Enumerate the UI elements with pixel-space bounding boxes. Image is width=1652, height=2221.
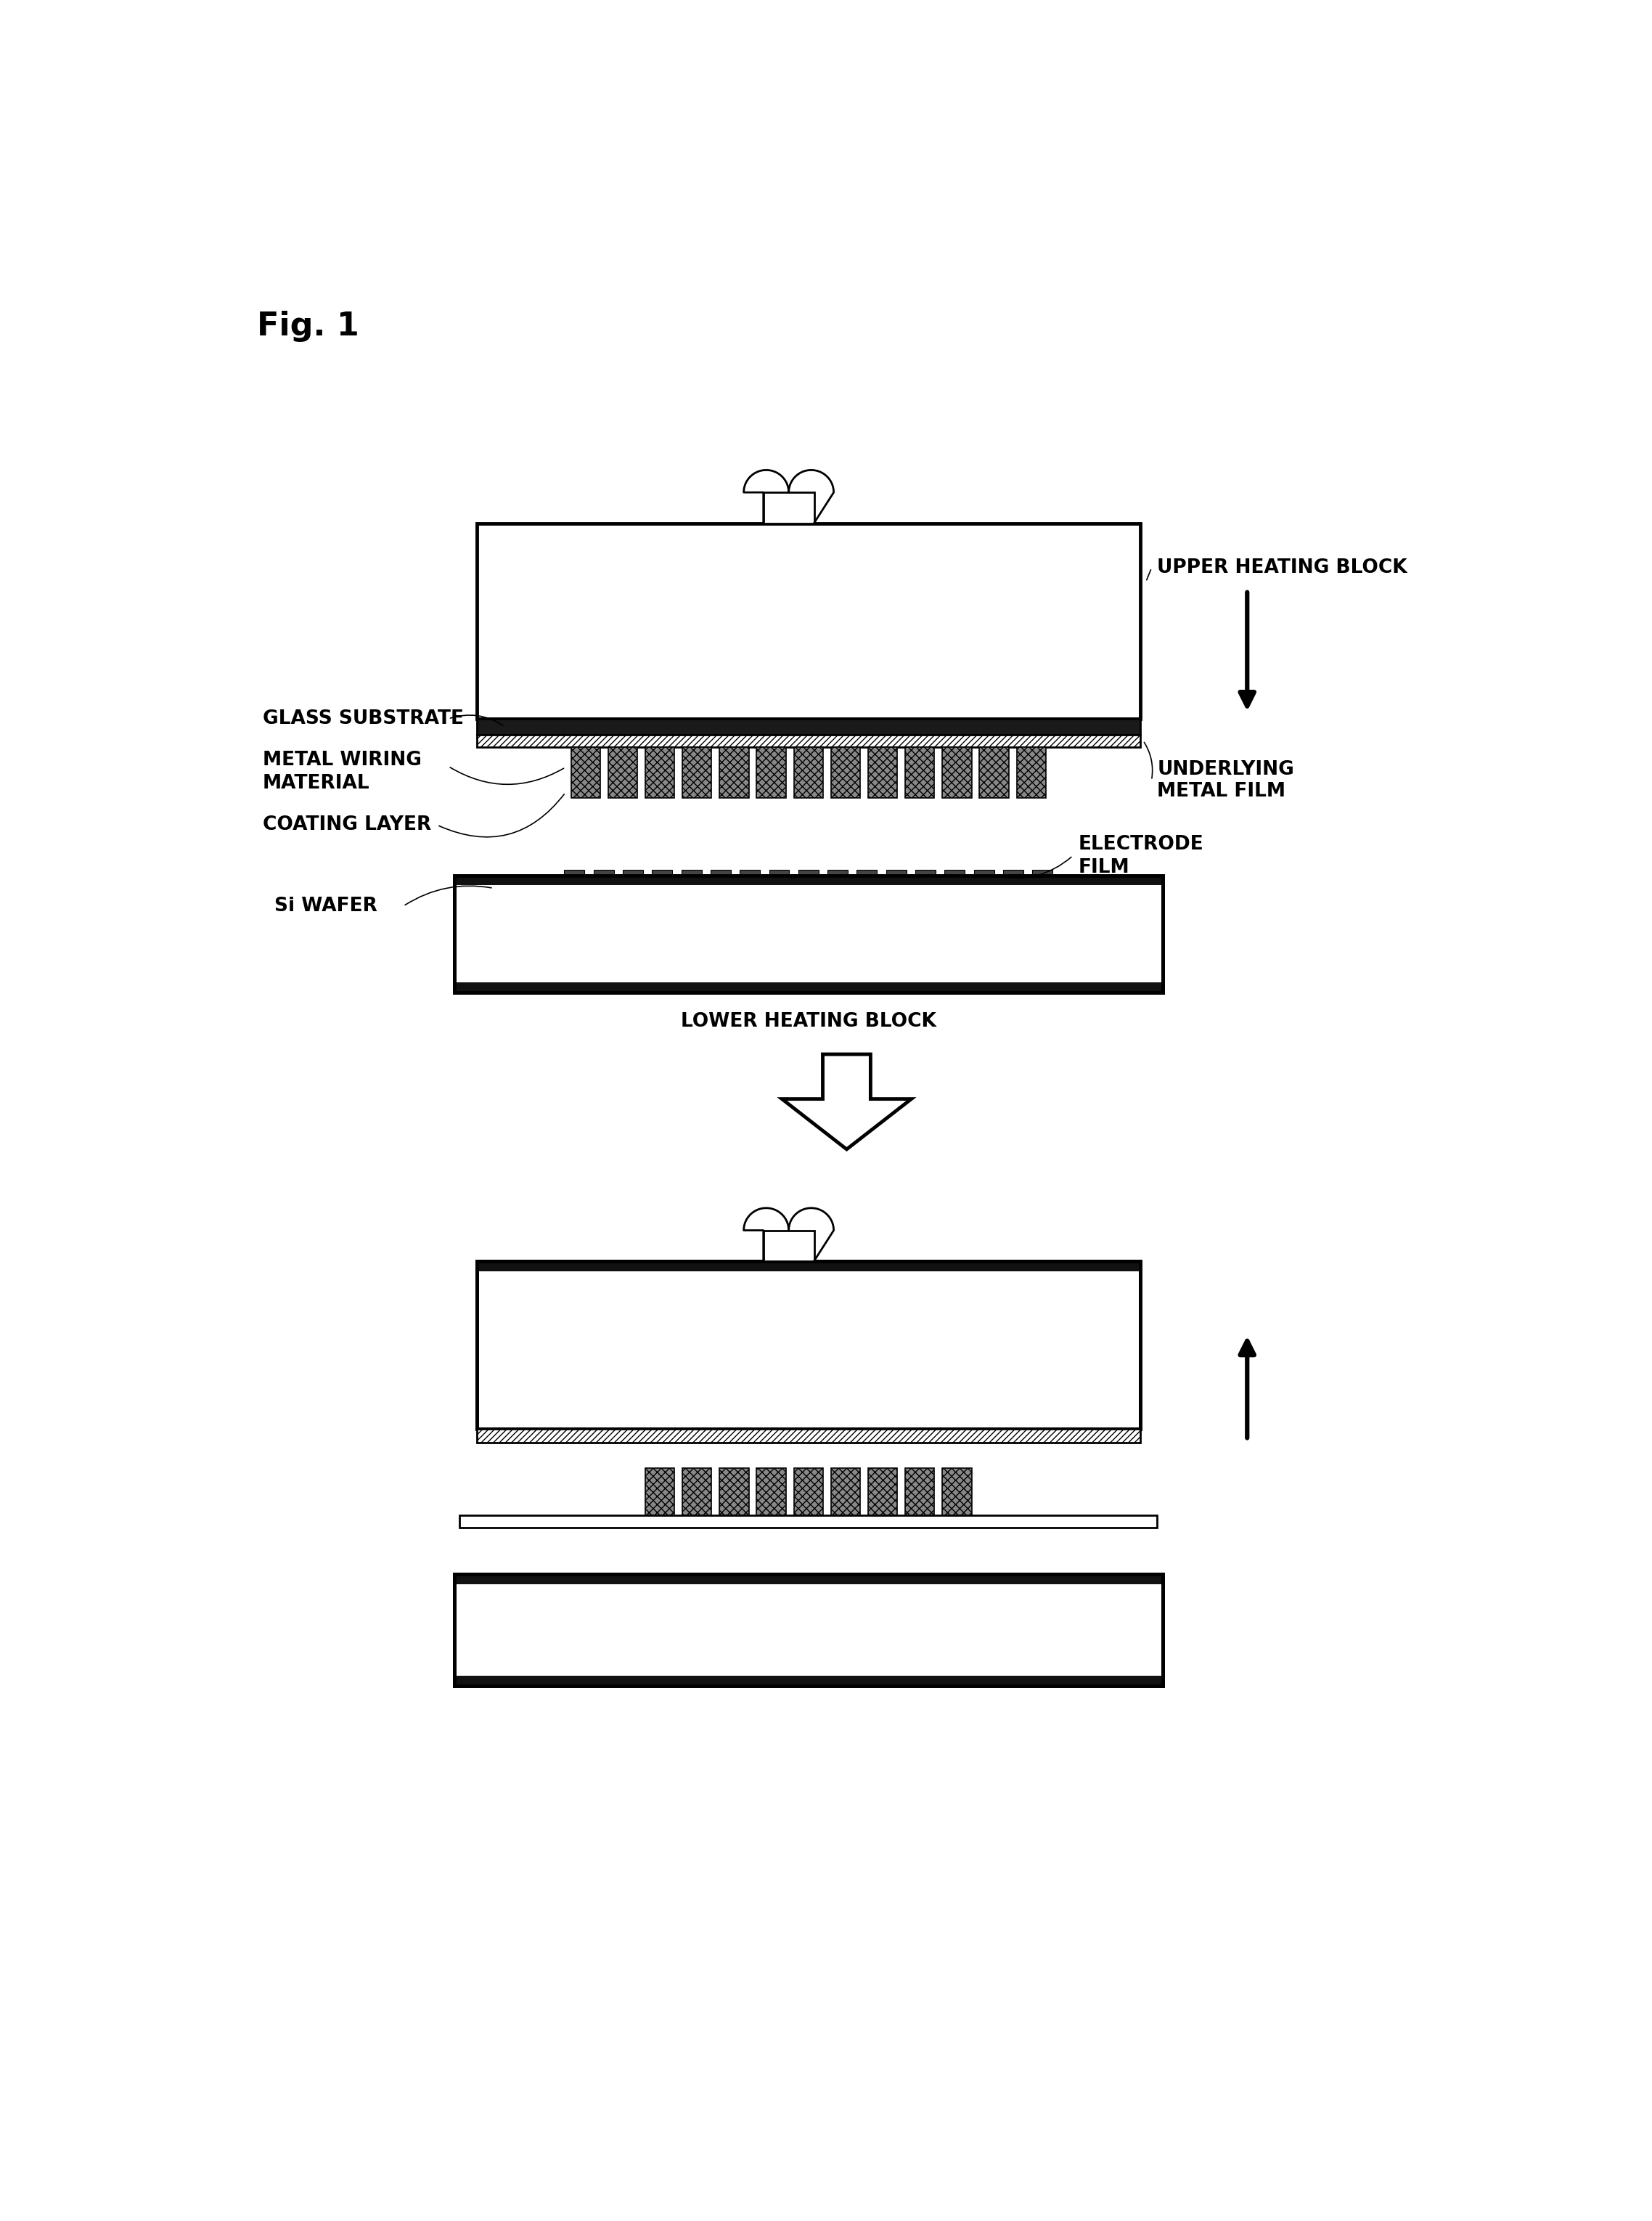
Bar (867, 1468, 897, 1515)
Bar (857, 871, 877, 882)
Bar (646, 1468, 674, 1515)
Bar (885, 871, 907, 882)
Bar (454, 1677, 1163, 1686)
Text: UNDERLYING
METAL FILM: UNDERLYING METAL FILM (1156, 760, 1294, 800)
Bar (593, 871, 615, 882)
Bar (831, 746, 861, 797)
Bar (793, 1468, 823, 1515)
Text: UPPER HEATING BLOCK: UPPER HEATING BLOCK (1156, 557, 1408, 577)
Bar (653, 871, 672, 882)
Bar (454, 875, 1163, 993)
Bar (608, 746, 638, 797)
Bar (798, 871, 818, 882)
Bar (454, 1575, 1163, 1584)
Bar (476, 720, 1140, 735)
Bar (476, 1262, 1140, 1270)
Polygon shape (781, 1055, 912, 1148)
Bar (454, 982, 1163, 993)
Text: METAL WIRING
MATERIAL: METAL WIRING MATERIAL (263, 751, 421, 793)
Text: LOWER HEATING BLOCK: LOWER HEATING BLOCK (681, 1013, 937, 1031)
Bar (681, 871, 702, 882)
Text: Si WAFER: Si WAFER (274, 897, 377, 915)
Bar (973, 871, 995, 882)
Bar (454, 1575, 1163, 1686)
Bar (945, 871, 965, 882)
Bar (720, 746, 748, 797)
Bar (793, 746, 823, 797)
Bar (476, 1262, 1140, 1428)
Bar (740, 871, 760, 882)
Bar (980, 746, 1009, 797)
Bar (1032, 871, 1052, 882)
Bar (454, 875, 1163, 886)
Bar (459, 882, 1156, 895)
Bar (476, 524, 1140, 720)
Bar (454, 1575, 1163, 1686)
Bar (905, 746, 935, 797)
Bar (565, 871, 585, 882)
Bar (942, 746, 971, 797)
Bar (682, 1468, 712, 1515)
Text: ELECTRODE
FILM: ELECTRODE FILM (1079, 835, 1204, 877)
Bar (1016, 746, 1046, 797)
Bar (867, 746, 897, 797)
Text: COATING LAYER: COATING LAYER (263, 815, 431, 835)
Bar (915, 871, 935, 882)
Bar (757, 1468, 786, 1515)
Bar (623, 871, 643, 882)
Bar (459, 1515, 1156, 1528)
Bar (476, 735, 1140, 746)
Text: GLASS SUBSTRATE: GLASS SUBSTRATE (263, 708, 464, 728)
Bar (905, 1468, 935, 1515)
Bar (476, 1428, 1140, 1444)
Bar (828, 871, 847, 882)
Bar (1003, 871, 1023, 882)
Bar (770, 871, 790, 882)
Bar (763, 493, 814, 524)
Text: Fig. 1: Fig. 1 (258, 311, 360, 342)
Bar (646, 746, 674, 797)
Bar (942, 1468, 971, 1515)
Bar (572, 746, 600, 797)
Bar (720, 1468, 748, 1515)
Bar (682, 746, 712, 797)
Bar (710, 871, 730, 882)
Bar (757, 746, 786, 797)
Bar (476, 1262, 1140, 1428)
Bar (831, 1468, 861, 1515)
Bar (454, 875, 1163, 993)
Bar (763, 1230, 814, 1262)
